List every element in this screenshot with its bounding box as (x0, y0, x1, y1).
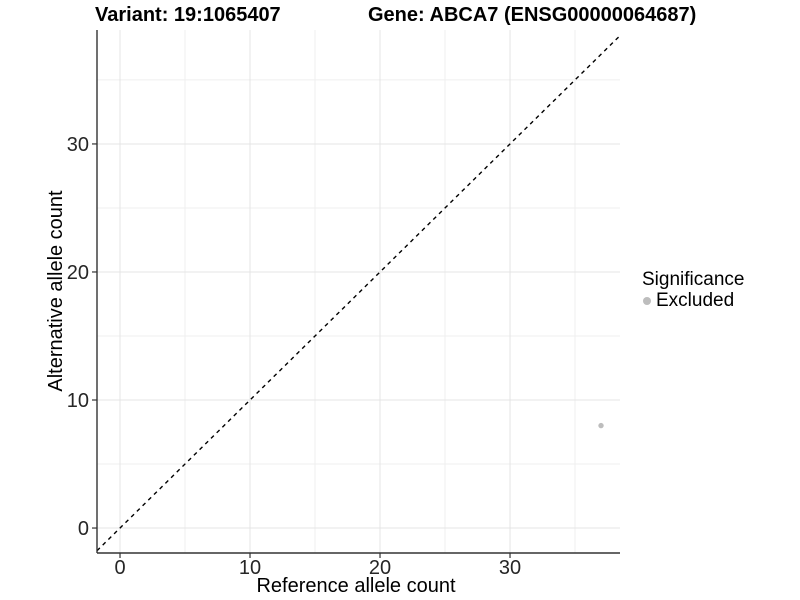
data-point (598, 422, 604, 429)
plot-title-gene: Gene: ABCA7 (ENSG00000064687) (368, 4, 697, 26)
x-tick-label: 30 (499, 557, 521, 579)
legend-entry-label: Excluded (656, 290, 735, 311)
y-tick-label: 20 (67, 262, 89, 284)
excluded-point-icon (643, 296, 651, 305)
legend-key (638, 292, 656, 310)
y-axis-title: Alternative allele count (45, 190, 67, 392)
legend-entry-excluded: Excluded (638, 290, 744, 311)
y-tick-label: 10 (67, 390, 89, 412)
legend: Significance Excluded (638, 269, 744, 311)
x-tick-label: 20 (369, 557, 391, 579)
y-tick-label: 30 (67, 134, 89, 156)
legend-title: Significance (642, 269, 745, 290)
identity-line (96, 35, 621, 552)
plot-title-variant: Variant: 19:1065407 (95, 4, 281, 26)
x-axis-title: Reference allele count (256, 575, 456, 597)
x-tick-label: 0 (114, 557, 125, 579)
x-tick-label: 10 (239, 557, 261, 579)
y-tick-label: 0 (78, 518, 89, 540)
